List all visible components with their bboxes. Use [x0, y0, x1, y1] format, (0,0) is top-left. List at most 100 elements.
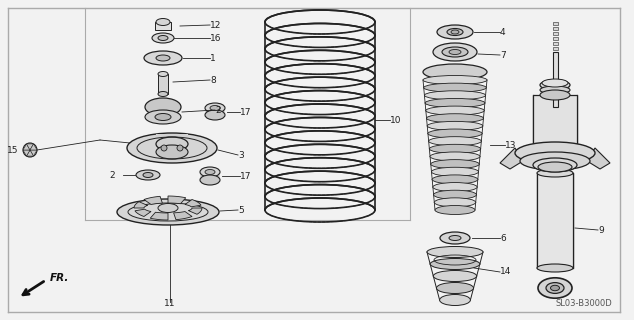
Ellipse shape	[425, 99, 485, 108]
Polygon shape	[500, 148, 523, 169]
Ellipse shape	[427, 114, 484, 123]
Polygon shape	[135, 209, 151, 217]
Ellipse shape	[442, 47, 468, 57]
Polygon shape	[144, 196, 162, 204]
Ellipse shape	[515, 142, 595, 164]
Text: 13: 13	[505, 140, 517, 149]
Text: SL03-B3000D: SL03-B3000D	[555, 299, 612, 308]
Ellipse shape	[158, 71, 168, 76]
Ellipse shape	[432, 167, 479, 176]
Ellipse shape	[205, 110, 225, 120]
Ellipse shape	[429, 144, 481, 153]
Ellipse shape	[433, 43, 477, 61]
Polygon shape	[27, 150, 34, 156]
Bar	[156, 134, 188, 152]
Ellipse shape	[152, 33, 174, 43]
Bar	[553, 32, 558, 35]
Ellipse shape	[520, 152, 590, 170]
Ellipse shape	[427, 246, 483, 258]
Ellipse shape	[540, 90, 570, 100]
Ellipse shape	[432, 175, 478, 184]
Text: 1: 1	[210, 53, 216, 62]
Text: 7: 7	[500, 51, 506, 60]
Text: 8: 8	[210, 76, 216, 84]
Ellipse shape	[156, 137, 188, 151]
Text: 5: 5	[238, 205, 243, 214]
Polygon shape	[134, 202, 148, 208]
Ellipse shape	[449, 50, 461, 54]
Ellipse shape	[430, 152, 480, 161]
Bar	[553, 52, 558, 107]
Ellipse shape	[433, 270, 477, 282]
Ellipse shape	[439, 294, 470, 306]
Ellipse shape	[156, 55, 170, 61]
Polygon shape	[23, 144, 30, 150]
Bar	[553, 42, 558, 45]
Polygon shape	[30, 150, 37, 156]
Ellipse shape	[145, 110, 181, 124]
Polygon shape	[168, 196, 186, 204]
Text: 17: 17	[240, 108, 252, 116]
Ellipse shape	[200, 175, 220, 185]
Ellipse shape	[428, 129, 482, 138]
Bar	[540, 85, 570, 95]
Ellipse shape	[158, 36, 168, 41]
Ellipse shape	[430, 160, 479, 169]
Bar	[533, 95, 577, 160]
Ellipse shape	[433, 182, 477, 192]
Ellipse shape	[210, 106, 220, 110]
Polygon shape	[587, 148, 610, 169]
Text: 12: 12	[210, 20, 221, 29]
Polygon shape	[174, 212, 192, 220]
Ellipse shape	[144, 51, 182, 65]
Circle shape	[177, 145, 183, 151]
Ellipse shape	[426, 106, 484, 115]
Polygon shape	[27, 144, 34, 150]
Ellipse shape	[537, 264, 573, 272]
Ellipse shape	[117, 199, 219, 225]
Polygon shape	[30, 144, 37, 150]
Ellipse shape	[424, 83, 486, 92]
Bar	[553, 22, 558, 25]
Bar	[553, 27, 558, 30]
Text: 9: 9	[598, 226, 604, 235]
Ellipse shape	[437, 25, 473, 39]
Text: 16: 16	[210, 34, 221, 43]
Bar	[537, 173, 573, 268]
Ellipse shape	[440, 232, 470, 244]
Ellipse shape	[424, 91, 486, 100]
Ellipse shape	[127, 133, 217, 163]
Ellipse shape	[128, 203, 208, 221]
Ellipse shape	[533, 158, 577, 172]
Ellipse shape	[155, 114, 171, 121]
Ellipse shape	[143, 172, 153, 178]
Bar	[155, 22, 171, 30]
Text: 4: 4	[500, 28, 506, 36]
Polygon shape	[188, 208, 202, 214]
Circle shape	[161, 145, 167, 151]
Ellipse shape	[423, 64, 487, 80]
Ellipse shape	[145, 98, 181, 116]
Ellipse shape	[158, 92, 168, 97]
Text: 15: 15	[6, 146, 18, 155]
Polygon shape	[150, 212, 168, 220]
Text: 2: 2	[215, 106, 221, 115]
Bar	[553, 47, 558, 50]
Ellipse shape	[540, 86, 570, 94]
Polygon shape	[23, 150, 30, 156]
Ellipse shape	[430, 259, 480, 269]
Text: 11: 11	[164, 299, 176, 308]
Text: 2: 2	[110, 171, 115, 180]
Ellipse shape	[429, 137, 481, 146]
Bar	[200, 172, 220, 180]
Ellipse shape	[538, 162, 572, 172]
Ellipse shape	[550, 285, 559, 291]
Ellipse shape	[136, 170, 160, 180]
Polygon shape	[185, 199, 201, 207]
Bar	[158, 74, 168, 94]
Bar	[553, 37, 558, 40]
Ellipse shape	[158, 204, 178, 212]
Text: 6: 6	[500, 234, 506, 243]
Ellipse shape	[449, 236, 461, 241]
Ellipse shape	[427, 121, 482, 130]
